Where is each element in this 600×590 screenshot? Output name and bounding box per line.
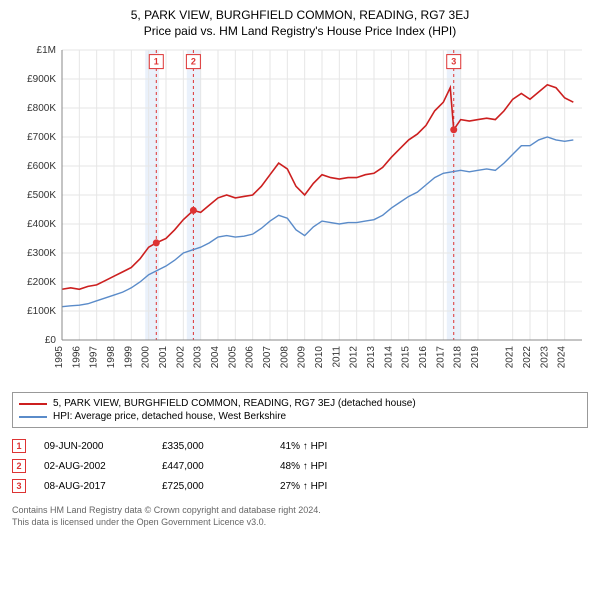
svg-text:2010: 2010	[314, 346, 325, 369]
sale-marker-icon: 3	[12, 479, 26, 493]
page-title: 5, PARK VIEW, BURGHFIELD COMMON, READING…	[12, 8, 588, 22]
svg-text:1996: 1996	[71, 346, 82, 369]
svg-text:2023: 2023	[539, 346, 550, 369]
svg-text:2009: 2009	[297, 346, 308, 369]
legend-item-hpi: HPI: Average price, detached house, West…	[19, 410, 581, 423]
svg-text:£0: £0	[45, 335, 57, 346]
sale-delta: 48% ↑ HPI	[280, 461, 588, 472]
svg-text:2013: 2013	[366, 346, 377, 369]
footnote-line: This data is licensed under the Open Gov…	[12, 516, 588, 528]
svg-text:£200K: £200K	[27, 277, 56, 288]
svg-text:2002: 2002	[175, 346, 186, 369]
sale-date: 09-JUN-2000	[44, 441, 144, 452]
sale-price: £335,000	[162, 441, 262, 452]
svg-text:3: 3	[451, 57, 456, 67]
svg-text:1997: 1997	[89, 346, 100, 369]
svg-text:2011: 2011	[331, 346, 342, 368]
table-row: 1 09-JUN-2000 £335,000 41% ↑ HPI	[12, 436, 588, 456]
sales-table: 1 09-JUN-2000 £335,000 41% ↑ HPI 2 02-AU…	[12, 436, 588, 496]
legend-item-subject: 5, PARK VIEW, BURGHFIELD COMMON, READING…	[19, 397, 581, 410]
svg-text:1995: 1995	[54, 346, 65, 369]
svg-text:£600K: £600K	[27, 161, 56, 172]
sale-delta: 27% ↑ HPI	[280, 481, 588, 492]
table-row: 3 08-AUG-2017 £725,000 27% ↑ HPI	[12, 476, 588, 496]
svg-text:£500K: £500K	[27, 190, 56, 201]
legend-label: HPI: Average price, detached house, West…	[53, 411, 286, 422]
svg-text:2000: 2000	[141, 346, 152, 369]
svg-text:2005: 2005	[227, 346, 238, 369]
footnote: Contains HM Land Registry data © Crown c…	[12, 504, 588, 528]
svg-text:2018: 2018	[453, 346, 464, 369]
svg-text:1999: 1999	[123, 346, 134, 369]
svg-text:2007: 2007	[262, 346, 273, 369]
svg-text:2014: 2014	[383, 346, 394, 369]
svg-text:£100K: £100K	[27, 306, 56, 317]
svg-text:2024: 2024	[557, 346, 568, 369]
svg-text:2004: 2004	[210, 346, 221, 369]
sale-marker-icon: 2	[12, 459, 26, 473]
svg-text:2017: 2017	[435, 346, 446, 369]
svg-text:2022: 2022	[522, 346, 533, 369]
svg-text:2015: 2015	[401, 346, 412, 369]
svg-text:2003: 2003	[193, 346, 204, 369]
svg-text:2016: 2016	[418, 346, 429, 369]
svg-text:2006: 2006	[245, 346, 256, 369]
page-subtitle: Price paid vs. HM Land Registry's House …	[12, 24, 588, 38]
svg-text:£700K: £700K	[27, 132, 56, 143]
svg-text:£1M: £1M	[37, 45, 56, 56]
svg-text:£400K: £400K	[27, 219, 56, 230]
svg-text:2012: 2012	[349, 346, 360, 369]
table-row: 2 02-AUG-2002 £447,000 48% ↑ HPI	[12, 456, 588, 476]
sale-date: 02-AUG-2002	[44, 461, 144, 472]
sale-price: £725,000	[162, 481, 262, 492]
svg-text:1: 1	[154, 57, 159, 67]
sale-marker-icon: 1	[12, 439, 26, 453]
legend-swatch	[19, 416, 47, 418]
sale-price: £447,000	[162, 461, 262, 472]
svg-text:2: 2	[191, 57, 196, 67]
svg-text:1998: 1998	[106, 346, 117, 369]
sale-date: 08-AUG-2017	[44, 481, 144, 492]
price-chart: £0 £100K £200K £300K £400K £500K £600K £700K £80…	[12, 44, 588, 384]
sale-delta: 41% ↑ HPI	[280, 441, 588, 452]
svg-text:2008: 2008	[279, 346, 290, 369]
svg-text:£800K: £800K	[27, 103, 56, 114]
legend: 5, PARK VIEW, BURGHFIELD COMMON, READING…	[12, 392, 588, 428]
svg-text:2019: 2019	[470, 346, 481, 369]
svg-text:2021: 2021	[505, 346, 516, 369]
legend-swatch	[19, 403, 47, 405]
legend-label: 5, PARK VIEW, BURGHFIELD COMMON, READING…	[53, 398, 416, 409]
footnote-line: Contains HM Land Registry data © Crown c…	[12, 504, 588, 516]
svg-text:£900K: £900K	[27, 74, 56, 85]
svg-text:£300K: £300K	[27, 248, 56, 259]
svg-text:2001: 2001	[158, 346, 169, 369]
